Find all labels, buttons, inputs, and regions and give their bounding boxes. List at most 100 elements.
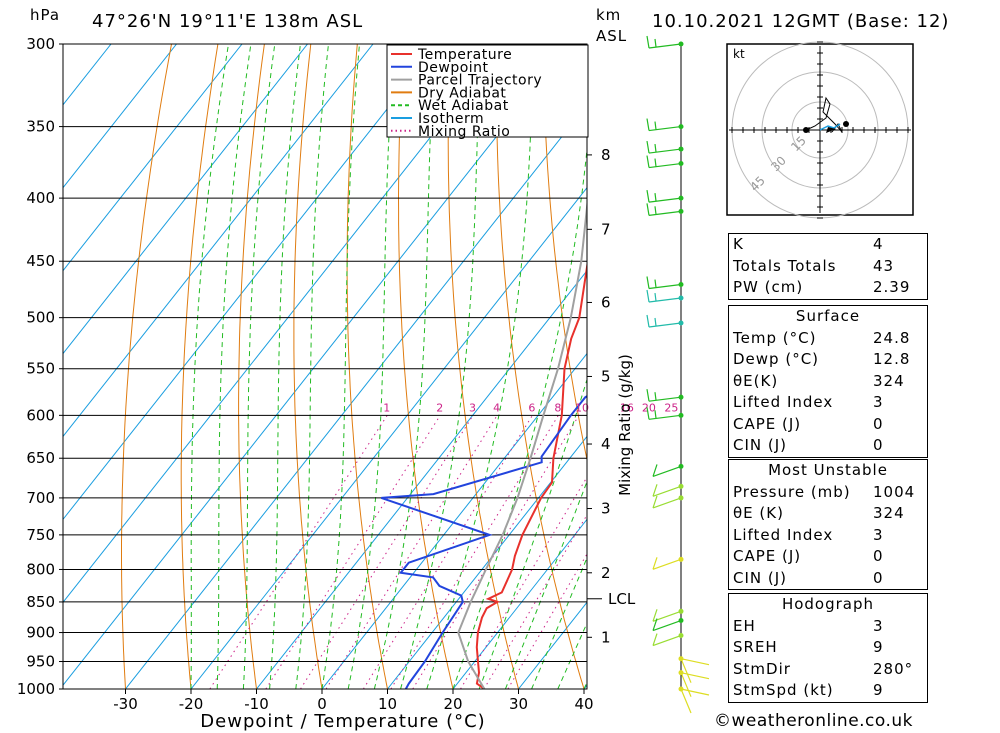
wind-barb-column (646, 35, 710, 714)
stat-key: PW (cm) (733, 278, 804, 296)
pressure-tick-label: 700 (26, 489, 55, 507)
wind-barb (646, 155, 682, 169)
stat-section-title: Hodograph (781, 595, 875, 613)
height-unit-asl: ASL (596, 27, 628, 45)
stat-value: 12.8 (873, 350, 911, 368)
stat-row: Totals Totals 43 (729, 256, 927, 278)
legend-label: Dewpoint (418, 60, 489, 76)
wind-barb-dot (678, 618, 684, 624)
mixing-ratio-label: 3 (469, 401, 476, 414)
mixing-ratio-label: 1 (383, 401, 390, 414)
wind-barb-dot (678, 295, 684, 301)
wind-barb-dot (678, 633, 684, 639)
pressure-tick-label: 450 (26, 252, 55, 270)
wind-barb-dot (678, 146, 684, 152)
dry-adiabat-line (495, 44, 585, 689)
stat-row: SREH 9 (729, 637, 927, 659)
pressure-tick-label: 950 (26, 653, 55, 671)
stat-value: 0 (873, 414, 884, 433)
wind-barb (646, 289, 682, 303)
wind-barb-dot (678, 556, 684, 562)
wet-adiabat-line (426, 44, 535, 689)
wind-barb (680, 672, 710, 697)
wind-barb (652, 495, 682, 509)
stat-key: CIN (J) (733, 436, 788, 454)
copyright: ©weatheronline.co.uk (714, 711, 914, 731)
dry-adiabat-line (447, 44, 519, 689)
isotherm-line (63, 44, 374, 438)
isotherm-line (321, 352, 587, 689)
mixing-ratio-labels: 1 2 3 4 6 8 10 16 20 25 (383, 401, 678, 414)
mixing-ratio-label: 6 (528, 401, 535, 414)
wind-barb (652, 557, 682, 570)
stat-row: CAPE (J) 0 (729, 546, 927, 568)
km-tick-label: 6 (601, 293, 611, 311)
km-tick-label: 8 (601, 146, 611, 164)
isobars (63, 43, 587, 690)
location-title: 47°26'N 19°11'E 138m ASL (92, 11, 364, 32)
mixing-ratio-line (362, 415, 533, 689)
hodograph-point (843, 121, 849, 127)
stat-row: Temp (°C) 24.8 (729, 328, 927, 350)
wind-barb (652, 464, 682, 477)
dewpoint-line (380, 395, 587, 689)
stat-value: 43 (873, 256, 895, 275)
pressure-tick-label: 650 (26, 449, 55, 467)
mixing-ratio-label: 16 (620, 401, 634, 414)
mixing-ratio-axis-label: Mixing Ratio (g/kg) (616, 354, 634, 496)
stat-key: Temp (°C) (733, 328, 817, 347)
stat-key: CIN (J) (733, 568, 788, 587)
wind-barb (646, 389, 682, 402)
dry-adiabat-line (180, 44, 219, 689)
wind-barb (652, 609, 682, 622)
stat-value: 1004 (873, 482, 916, 501)
height-unit-km: km (596, 6, 622, 24)
wet-adiabat-line (242, 44, 276, 689)
stat-row: StmDir 280° (729, 659, 927, 681)
stat-row: Pressure (mb) 1004 (729, 482, 927, 504)
wind-barb (646, 276, 682, 290)
stat-value: 3 (873, 525, 884, 544)
isotherm-line (125, 104, 587, 689)
wind-barb (646, 314, 682, 328)
wind-barb-dot (678, 124, 684, 130)
wind-barb (646, 35, 682, 49)
stat-row: θE(K) 324 (729, 371, 927, 393)
km-tick-label: 7 (601, 220, 611, 238)
dry-adiabat-line (121, 44, 172, 689)
wind-barb-dot (678, 656, 684, 662)
stat-row: CIN (J) 0 (729, 568, 927, 590)
stat-key: θE(K) (733, 371, 779, 390)
surface-table: Surface Temp (°C) 24.8 Dewp (°C) 12.8 θE(K) 32… (728, 305, 928, 458)
wet-adiabat-line (347, 44, 395, 689)
isotherm-line (387, 435, 587, 689)
x-tick-label: 30 (509, 695, 528, 713)
km-tick-label: 2 (601, 564, 611, 582)
wet-adiabat-line (452, 144, 587, 689)
wind-barb (646, 140, 682, 154)
wind-barb (680, 658, 710, 683)
legend-label: Dry Adiabat (418, 85, 506, 101)
lcl-label: LCL (608, 590, 636, 608)
hodograph-unit: kt (733, 47, 745, 61)
most-unstable-table: Most Unstable Pressure (mb) 1004 θE (K) 324 L… (728, 459, 928, 590)
legend-label: Wet Adiabat (418, 98, 509, 114)
wind-barb-dot (678, 161, 684, 167)
km-tick-label: 5 (601, 367, 611, 385)
x-axis-label: Dewpoint / Temperature (°C) (200, 711, 485, 732)
wet-adiabat-line (295, 44, 329, 689)
km-tick-label: 1 (601, 628, 611, 646)
stat-key: CAPE (J) (733, 414, 802, 433)
legend-label: Parcel Trajectory (418, 73, 542, 89)
wind-barb (646, 203, 682, 216)
legend-label: Mixing Ratio (418, 124, 510, 140)
pressure-tick-label: 350 (26, 118, 55, 136)
pressure-tick-label: 900 (26, 624, 55, 642)
stat-row: θE (K) 324 (729, 503, 927, 525)
wet-adiabat-line (216, 44, 252, 689)
wet-adiabat-line (190, 44, 229, 689)
wind-barb-dot (678, 394, 684, 400)
pressure-unit: hPa (30, 6, 61, 24)
